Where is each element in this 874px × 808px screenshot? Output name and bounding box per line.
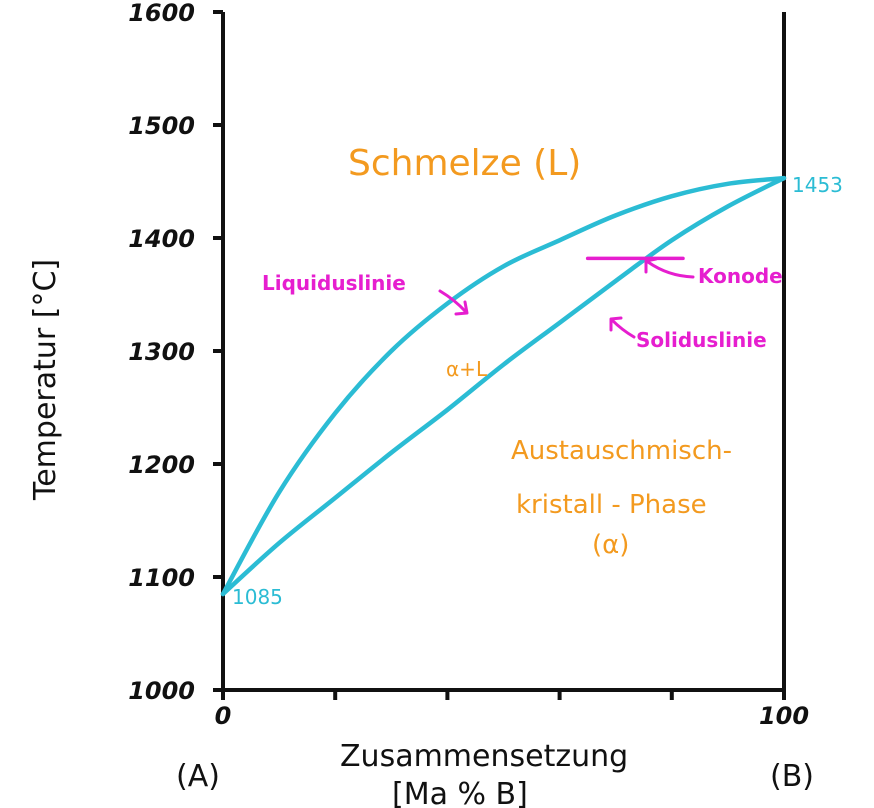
y-tick-label: 1400 <box>128 225 195 253</box>
solidus-arrow <box>609 316 636 339</box>
solid-region-label-line2: kristall - Phase <box>516 490 707 520</box>
x-tick-label: 0 <box>215 702 232 730</box>
liquidus-annotation: Liquiduslinie <box>262 271 406 295</box>
melting-point-a: 1085 <box>232 585 283 609</box>
x-axis-title: Zusammensetzung <box>340 739 628 774</box>
y-tick-label: 1200 <box>128 451 195 479</box>
y-axis-ticks: 1000 1100 1200 1300 1400 1500 1600 <box>128 0 223 705</box>
y-tick-label: 1300 <box>128 338 195 366</box>
liquid-region-label: Schmelze (L) <box>348 143 581 184</box>
y-tick-label: 1100 <box>128 564 195 592</box>
two-phase-region-label: α+L <box>446 357 488 381</box>
y-tick-label: 1000 <box>128 677 195 705</box>
y-tick-label: 1600 <box>128 0 195 27</box>
x-axis-ticks: 0 100 <box>215 690 809 730</box>
solidus-curve <box>220 175 787 597</box>
y-axis-title: Temperatur [°C] <box>28 259 63 501</box>
y-tick-label: 1500 <box>128 112 195 140</box>
x-axis-end-label-a: (A) <box>176 759 220 794</box>
tie-line-arrow <box>644 257 695 279</box>
liquidus-curve <box>220 175 787 597</box>
solidus-annotation: Soliduslinie <box>636 328 767 352</box>
melting-point-b: 1453 <box>792 173 843 197</box>
solid-region-label-line3: (α) <box>592 530 629 560</box>
tie-line-annotation: Konode <box>698 264 783 288</box>
x-axis-end-label-b: (B) <box>770 759 814 794</box>
x-tick-label: 100 <box>759 702 809 730</box>
solid-region-label-line1: Austauschmisch- <box>511 436 732 466</box>
x-axis-unit: [Ma % B] <box>392 777 528 808</box>
liquidus-arrow <box>438 289 469 316</box>
